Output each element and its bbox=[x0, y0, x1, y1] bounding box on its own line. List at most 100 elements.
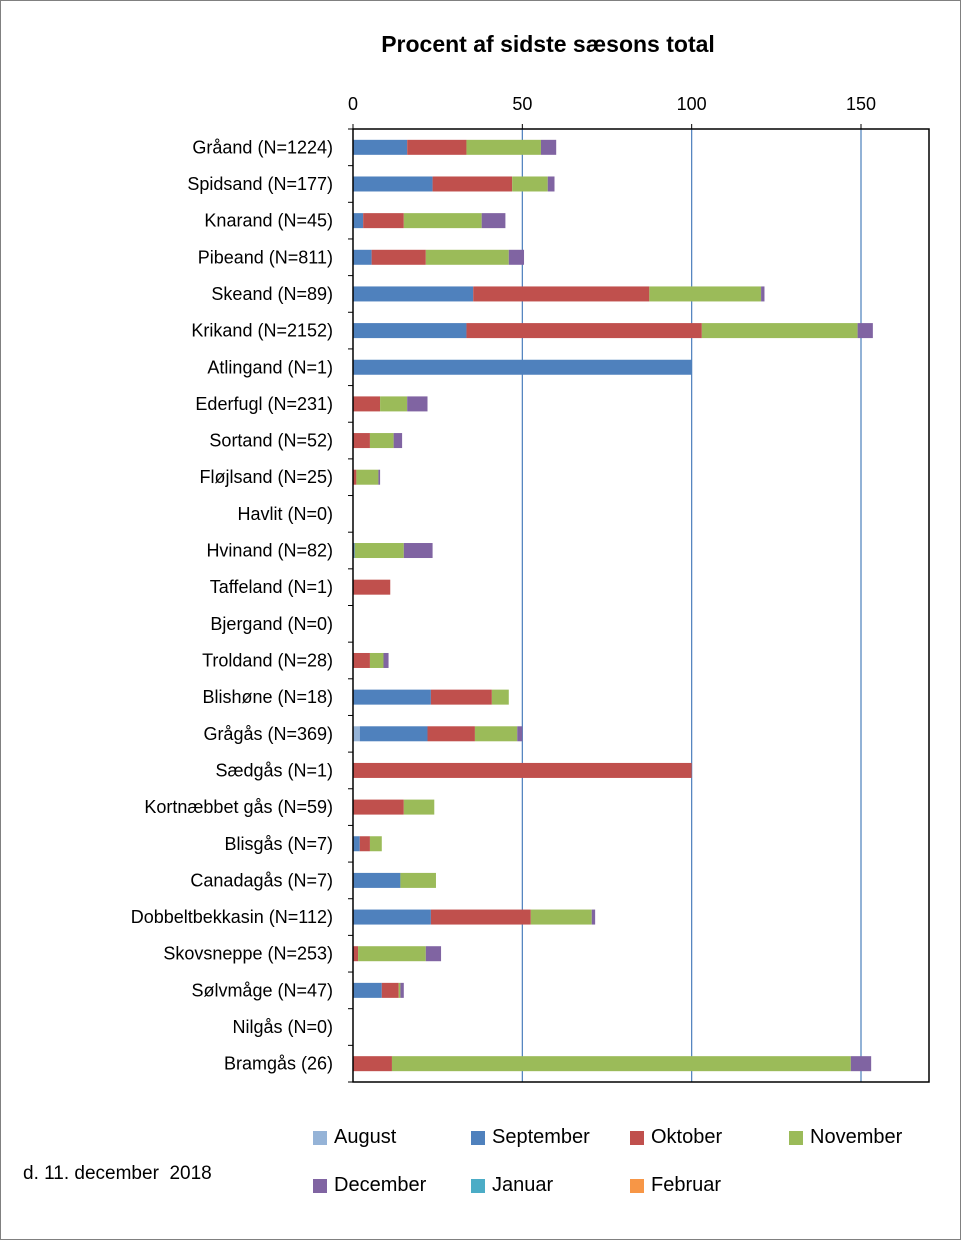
bar-segment-oktober bbox=[359, 836, 370, 852]
bar-segment-november bbox=[491, 689, 509, 705]
category-labels: Gråand (N=1224) Spidsand (N=177) Knarand (… bbox=[131, 137, 333, 1073]
bar-segment-december bbox=[400, 982, 404, 998]
bar-segment-december bbox=[591, 909, 596, 925]
bar-segment-november bbox=[512, 176, 548, 192]
category-label: Bramgås (26) bbox=[224, 1054, 333, 1074]
bar-segment-oktober bbox=[353, 799, 404, 815]
bar-segment-december bbox=[547, 176, 555, 192]
bar-segment-oktober bbox=[353, 1056, 392, 1072]
bar-segment-december bbox=[517, 726, 523, 742]
category-label: Gråand (N=1224) bbox=[192, 137, 333, 157]
bar-segment-november bbox=[358, 946, 426, 962]
bar-segment-november bbox=[369, 433, 394, 449]
bar-segment-oktober bbox=[353, 946, 359, 962]
bar-segment-november bbox=[398, 982, 401, 998]
bar-segment-november bbox=[649, 286, 762, 302]
bar-segment-november bbox=[530, 909, 592, 925]
tick-label: 50 bbox=[512, 94, 532, 114]
bar-segment-november bbox=[403, 799, 435, 815]
bar-segment-november bbox=[425, 249, 509, 265]
bar-segment-december bbox=[407, 396, 428, 412]
category-label: Skovsneppe (N=253) bbox=[163, 944, 333, 964]
bar-segment-december bbox=[425, 946, 442, 962]
bar-segment-september bbox=[353, 836, 360, 852]
gridlines bbox=[521, 129, 862, 1082]
bar-segment-december bbox=[857, 323, 873, 339]
category-label: Spidsand (N=177) bbox=[187, 174, 333, 194]
category-label: Pibeand (N=811) bbox=[198, 247, 333, 267]
bar-segment-december bbox=[850, 1056, 872, 1072]
bar-segment-september bbox=[359, 726, 428, 742]
tick-label: 0 bbox=[348, 94, 358, 114]
bar-segment-september bbox=[353, 286, 474, 302]
category-label: Nilgås (N=0) bbox=[232, 1017, 333, 1037]
tick-label: 100 bbox=[677, 94, 707, 114]
bar-segment-oktober bbox=[353, 652, 370, 668]
bar-segment-november bbox=[400, 872, 436, 888]
category-label: Dobbeltbekkasin (N=112) bbox=[131, 907, 333, 927]
category-label: Canadagås (N=7) bbox=[190, 870, 333, 890]
bar-segment-november bbox=[391, 1056, 851, 1072]
category-label: Taffeland (N=1) bbox=[210, 577, 333, 597]
bar-segment-november bbox=[356, 469, 379, 485]
bar-segment-december bbox=[378, 469, 381, 485]
bar-segment-december bbox=[761, 286, 765, 302]
category-label: Havlit (N=0) bbox=[237, 504, 333, 524]
bar-segment-oktober bbox=[430, 909, 531, 925]
category-label: Bjergand (N=0) bbox=[210, 614, 333, 634]
category-label: Sølvmåge (N=47) bbox=[191, 980, 333, 1000]
category-label: Krikand (N=2152) bbox=[191, 321, 333, 341]
axes bbox=[348, 124, 930, 1083]
bar-segment-november bbox=[380, 396, 408, 412]
tick-labels: 0 50 100 150 bbox=[348, 94, 876, 114]
tick-label: 150 bbox=[846, 94, 876, 114]
bar-segment-september bbox=[353, 359, 692, 375]
bar-segment-oktober bbox=[407, 139, 467, 155]
bar-segment-oktober bbox=[353, 469, 357, 485]
bar-segment-oktober bbox=[353, 762, 692, 778]
category-label: Hvinand (N=82) bbox=[206, 541, 333, 561]
bar-segment-oktober bbox=[473, 286, 650, 302]
bar-segment-november bbox=[369, 836, 382, 852]
bar-segment-december bbox=[383, 652, 389, 668]
bar-segment-september bbox=[353, 909, 431, 925]
date-note: d. 11. december 2018 bbox=[23, 1163, 212, 1184]
bar-segment-december bbox=[508, 249, 525, 265]
bar-segment-november bbox=[701, 323, 858, 339]
bar-segment-november bbox=[369, 652, 384, 668]
bar-segment-oktober bbox=[371, 249, 426, 265]
bar-segment-november bbox=[474, 726, 518, 742]
bar-segment-november bbox=[403, 213, 482, 229]
bar-segment-august bbox=[353, 726, 360, 742]
bar-segment-september bbox=[353, 543, 355, 559]
bar-segment-oktober bbox=[353, 396, 381, 412]
chart-title: Procent af sidste sæsons total bbox=[381, 31, 715, 57]
category-label: Ederfugl (N=231) bbox=[195, 394, 333, 414]
bar-segment-oktober bbox=[427, 726, 475, 742]
category-label: Kortnæbbet gås (N=59) bbox=[144, 797, 333, 817]
bar-segment-oktober bbox=[353, 433, 370, 449]
bar-segment-september bbox=[353, 982, 382, 998]
bar-segment-september bbox=[353, 176, 433, 192]
bar-segment-november bbox=[354, 543, 404, 559]
category-label: Troldand (N=28) bbox=[202, 650, 333, 670]
category-label: Knarand (N=45) bbox=[204, 211, 333, 231]
plot-area-border bbox=[352, 128, 930, 1083]
category-label: Blisgås (N=7) bbox=[224, 834, 333, 854]
bar-segment-december bbox=[481, 213, 506, 229]
category-label: Blishøne (N=18) bbox=[202, 687, 333, 707]
bar-segment-september bbox=[353, 249, 372, 265]
bar-segment-oktober bbox=[466, 323, 702, 339]
bar-segment-september bbox=[353, 139, 408, 155]
bar-segment-oktober bbox=[381, 982, 399, 998]
category-label: Skeand (N=89) bbox=[211, 284, 333, 304]
bar-segment-september bbox=[353, 872, 401, 888]
bar-segment-december bbox=[540, 139, 557, 155]
bar-segment-december bbox=[393, 433, 403, 449]
bar-segment-oktober bbox=[430, 689, 492, 705]
bars bbox=[353, 139, 873, 1072]
bar-segment-oktober bbox=[353, 579, 391, 595]
category-label: Grågås (N=369) bbox=[203, 724, 333, 744]
